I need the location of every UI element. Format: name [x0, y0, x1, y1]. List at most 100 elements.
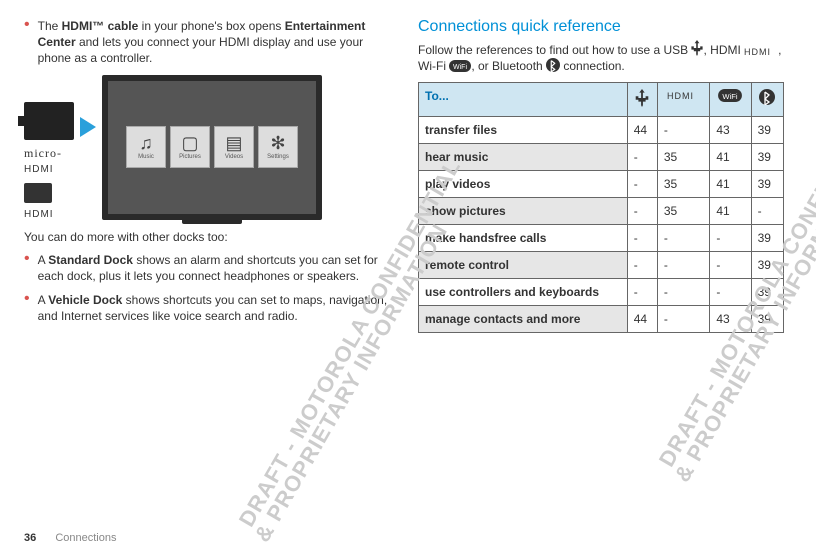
- row-value: 41: [710, 198, 751, 225]
- row-value: -: [657, 252, 709, 279]
- table-row: remote control---39: [419, 252, 784, 279]
- row-value: -: [627, 225, 657, 252]
- row-value: 39: [751, 306, 783, 333]
- row-label: show pictures: [419, 198, 628, 225]
- text: and lets you connect your HDMI display a…: [38, 35, 364, 65]
- row-value: 39: [751, 171, 783, 198]
- row-value: -: [710, 225, 751, 252]
- row-label: remote control: [419, 252, 628, 279]
- table-row: show pictures-3541-: [419, 198, 784, 225]
- row-value: -: [657, 306, 709, 333]
- wifi-icon: [718, 89, 742, 102]
- row-label: use controllers and keyboards: [419, 279, 628, 306]
- row-value: 41: [710, 144, 751, 171]
- table-row: transfer files44-4339: [419, 117, 784, 144]
- usb-icon: [635, 89, 649, 107]
- wifi-icon: [449, 60, 471, 72]
- table-row: use controllers and keyboards---39: [419, 279, 784, 306]
- text: , or Bluetooth: [471, 59, 546, 73]
- table-row: make handsfree calls---39: [419, 225, 784, 252]
- table-header-usb: [627, 83, 657, 117]
- row-value: -: [710, 279, 751, 306]
- bold: Standard Dock: [48, 253, 133, 267]
- reference-table: To... transfer files44-4339hear music-35…: [418, 82, 784, 333]
- text: A: [38, 293, 49, 307]
- row-value: -: [751, 198, 783, 225]
- bullet-standard-dock: • A Standard Dock shows an alarm and sho…: [24, 252, 390, 284]
- bold: HDMI™ cable: [62, 19, 139, 33]
- text: A: [38, 253, 49, 267]
- tile-label: Music: [138, 154, 154, 160]
- row-value: 41: [710, 171, 751, 198]
- table-header-wifi: [710, 83, 751, 117]
- hdmi-connector-graphic: [24, 183, 52, 203]
- bullet-icon: •: [24, 18, 30, 67]
- row-value: 35: [657, 171, 709, 198]
- hdmi-icon: [744, 46, 778, 56]
- right-column: Connections quick reference Follow the r…: [418, 18, 784, 333]
- table-header-hdmi: [657, 83, 709, 117]
- row-value: -: [627, 198, 657, 225]
- table-row: manage contacts and more44-4339: [419, 306, 784, 333]
- music-icon: ♫: [139, 134, 153, 152]
- page-footer: 36 Connections: [24, 532, 116, 544]
- row-label: transfer files: [419, 117, 628, 144]
- row-value: 39: [751, 144, 783, 171]
- bluetooth-icon: [546, 58, 560, 72]
- tile-label: Pictures: [179, 154, 201, 160]
- row-value: 44: [627, 117, 657, 144]
- phone-graphic: [24, 102, 74, 140]
- row-value: 35: [657, 144, 709, 171]
- table-header-to: To...: [419, 83, 628, 117]
- hdmi-text: HDMI: [24, 164, 54, 175]
- tile-videos: ▤ Videos: [214, 126, 254, 168]
- row-value: 35: [657, 198, 709, 225]
- row-label: hear music: [419, 144, 628, 171]
- row-value: -: [627, 144, 657, 171]
- row-label: play videos: [419, 171, 628, 198]
- tile-label: Settings: [267, 154, 289, 160]
- bullet-hdmi-cable: • The HDMI™ cable in your phone's box op…: [24, 18, 390, 67]
- bullet-icon: •: [24, 292, 30, 324]
- usb-icon: [691, 40, 703, 56]
- text: connection.: [560, 59, 625, 73]
- row-value: -: [657, 225, 709, 252]
- pictures-icon: ▢: [181, 134, 198, 152]
- text: The: [38, 19, 62, 33]
- bullet-icon: •: [24, 252, 30, 284]
- tile-pictures: ▢ Pictures: [170, 126, 210, 168]
- row-value: -: [657, 279, 709, 306]
- text: Follow the references to find out how to…: [418, 43, 691, 57]
- section-title: Connections quick reference: [418, 18, 784, 36]
- row-value: 43: [710, 306, 751, 333]
- row-value: -: [627, 279, 657, 306]
- row-value: 44: [627, 306, 657, 333]
- micro-label: micro-: [24, 146, 62, 160]
- table-row: hear music-354139: [419, 144, 784, 171]
- text: in your phone's box opens: [138, 19, 284, 33]
- table-row: play videos-354139: [419, 171, 784, 198]
- left-column: • The HDMI™ cable in your phone's box op…: [24, 18, 390, 333]
- hdmi-icon: [667, 90, 701, 100]
- bullet-text: A Standard Dock shows an alarm and short…: [38, 252, 390, 284]
- bullet-text: A Vehicle Dock shows shortcuts you can s…: [38, 292, 390, 324]
- intro-text: Follow the references to find out how to…: [418, 40, 784, 74]
- row-value: 39: [751, 279, 783, 306]
- row-value: -: [627, 252, 657, 279]
- row-value: 39: [751, 117, 783, 144]
- tile-settings: ✻ Settings: [258, 126, 298, 168]
- row-label: manage contacts and more: [419, 306, 628, 333]
- docks-intro: You can do more with other docks too:: [24, 230, 390, 244]
- settings-icon: ✻: [270, 134, 285, 152]
- row-label: make handsfree calls: [419, 225, 628, 252]
- row-value: 43: [710, 117, 751, 144]
- videos-icon: ▤: [225, 134, 242, 152]
- tv-graphic: ♫ Music ▢ Pictures ▤ Videos ✻ Settings: [102, 75, 322, 220]
- row-value: 39: [751, 225, 783, 252]
- tile-label: Videos: [225, 154, 243, 160]
- page-number: 36: [24, 532, 36, 544]
- micro-hdmi-label: micro- HDMI: [24, 146, 62, 175]
- text: , HDMI: [703, 43, 744, 57]
- table-header-bluetooth: [751, 83, 783, 117]
- hdmi-illustration: micro- HDMI HDMI ♫ Music ▢ Pictures ▤ Video…: [24, 75, 390, 220]
